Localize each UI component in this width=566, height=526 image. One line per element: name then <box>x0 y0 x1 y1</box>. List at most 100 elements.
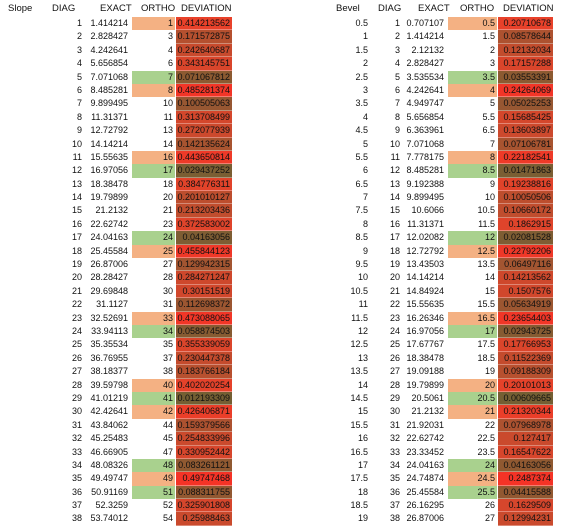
right-diag-cell: 29 <box>389 392 400 403</box>
right-diag-cell: 30 <box>389 406 400 417</box>
left-deviation-cell: 0.473088065 <box>176 311 232 325</box>
right-deviation-cell: 0.10660172 <box>498 204 553 218</box>
left-exact-cell: 14.14214 <box>90 138 128 149</box>
right-ortho-cell: 17 <box>448 324 497 339</box>
left-deviation-cell: 0.455844123 <box>176 244 232 259</box>
right-deviation-header: DEVIATION <box>503 3 554 14</box>
right-diag-cell: 24 <box>389 325 400 336</box>
left-diag-cell: 27 <box>71 366 82 377</box>
left-deviation-cell: 0.25988463 <box>176 512 232 526</box>
right-diag-cell: 19 <box>389 259 400 270</box>
right-exact-cell: 14.14214 <box>406 272 444 283</box>
right-diag-cell: 27 <box>389 366 400 377</box>
left-exact-cell: 35.35534 <box>90 339 128 350</box>
right-deviation-cell: 0.15685425 <box>498 110 553 125</box>
left-exact-cell: 22.62742 <box>90 218 128 229</box>
right-deviation-cell: 0.12132034 <box>498 43 553 58</box>
right-ortho-cell: 2 <box>489 44 495 55</box>
table-row: 38 53.74012 54 0.25988463 19 38 26.87006 27 0.12… <box>0 512 566 526</box>
left-exact-cell: 38.18377 <box>90 366 128 377</box>
right-bevel-cell: 9 <box>362 245 368 256</box>
right-diag-cell: 5 <box>394 71 400 82</box>
right-ortho-cell: 3 <box>489 58 495 69</box>
right-bevel-cell: 1.5 <box>355 44 368 55</box>
table-row: 12 16.97056 17 0.029437252 6 12 8.485281 8.5 0.0… <box>0 164 566 178</box>
right-exact-cell: 2.12132 <box>411 44 444 55</box>
left-deviation-cell: 0.029437252 <box>176 164 232 178</box>
right-ortho-cell: 10.5 <box>477 205 495 216</box>
right-deviation-cell: 0.19238816 <box>498 177 553 192</box>
table-row: 31 43.84062 44 0.159379566 15.5 31 21.92031 22 0… <box>0 418 566 433</box>
left-deviation-cell: 0.058874503 <box>176 324 232 339</box>
left-diag-cell: 33 <box>71 446 82 457</box>
left-deviation-cell: 0.171572875 <box>176 30 232 44</box>
left-deviation-cell: 0.129942315 <box>176 258 232 272</box>
right-diag-cell: 10 <box>389 138 400 149</box>
right-bevel-cell: 15.5 <box>350 419 368 430</box>
left-exact-cell: 25.45584 <box>90 245 128 256</box>
right-bevel-cell: 3 <box>362 84 368 95</box>
left-exact-cell: 29.69848 <box>90 285 128 296</box>
right-diag-cell: 17 <box>389 232 400 243</box>
left-exact-cell: 9.899495 <box>90 98 128 109</box>
right-deviation-cell: 0.09188309 <box>498 365 553 379</box>
right-deviation-cell: 0.20710678 <box>498 17 553 31</box>
right-deviation-cell: 0.11522369 <box>498 351 553 366</box>
right-bevel-cell: 13 <box>357 352 368 363</box>
left-exact-cell: 15.55635 <box>90 151 128 162</box>
right-exact-cell: 25.45584 <box>406 486 444 497</box>
left-deviation-cell: 0.355339059 <box>176 338 232 352</box>
left-exact-cell: 50.91169 <box>91 486 128 497</box>
right-diag-cell: 33 <box>389 446 400 457</box>
left-deviation-cell: 0.414213562 <box>176 17 232 31</box>
left-exact-cell: 32.52691 <box>90 312 128 323</box>
right-deviation-cell: 0.17157288 <box>498 57 553 71</box>
right-exact-cell: 12.02082 <box>406 232 444 243</box>
left-ortho-cell: 3 <box>167 31 173 42</box>
right-ortho-cell: 20 <box>448 378 497 392</box>
table-row: 19 26.87006 27 0.129942315 9.5 19 13.43503 13.5… <box>0 258 566 272</box>
right-diag-cell: 18 <box>389 245 400 256</box>
right-bevel-cell: 10.5 <box>350 285 368 296</box>
left-deviation-cell: 0.325901808 <box>176 499 232 513</box>
right-bevel-cell: 11 <box>358 299 368 310</box>
left-ortho-cell: 30 <box>162 285 173 296</box>
left-exact-cell: 16.97056 <box>90 165 128 176</box>
right-ortho-cell: 22.5 <box>477 433 495 444</box>
left-diag-cell: 28 <box>71 379 82 390</box>
left-ortho-cell: 47 <box>162 446 173 457</box>
left-diag-cell: 15 <box>71 205 82 216</box>
left-ortho-cell: 54 <box>162 513 173 524</box>
left-deviation-cell: 0.213203436 <box>176 204 232 218</box>
left-exact-cell: 1.414214 <box>90 18 128 28</box>
table-row: 30 42.42641 42 0.426406871 15 30 21.2132 21 0.21… <box>0 405 566 419</box>
left-diag-cell: 10 <box>71 138 82 149</box>
right-exact-cell: 9.899495 <box>406 192 444 203</box>
right-deviation-cell: 0.23654403 <box>498 311 553 325</box>
left-exact-cell: 46.66905 <box>90 446 128 457</box>
right-diag-cell: 22 <box>389 299 400 310</box>
left-ortho-cell: 8 <box>132 83 175 98</box>
right-diag-cell: 23 <box>389 312 400 323</box>
left-exact-cell: 43.84062 <box>90 419 128 430</box>
table-row: 1 1.414214 1 0.414213562 0.5 1 0.707107 0.5 0.20… <box>0 17 566 31</box>
right-exact-cell: 26.87006 <box>406 513 444 524</box>
right-deviation-cell: 0.08578644 <box>498 30 553 44</box>
right-deviation-cell: 0.02943725 <box>498 324 553 339</box>
right-exact-cell: 5.656854 <box>406 111 444 122</box>
right-exact-cell: 1.414214 <box>406 31 444 42</box>
right-deviation-cell: 0.127417 <box>498 432 553 446</box>
right-bevel-cell: 7.5 <box>355 205 368 216</box>
right-bevel-cell: 9.5 <box>355 259 368 270</box>
table-row: 28 39.59798 40 0.402020254 14 28 19.79899 20 0.2… <box>0 378 566 392</box>
right-exact-cell: 24.74874 <box>406 473 444 484</box>
table-row: 26 36.76955 37 0.230447378 13 26 18.38478 18.5 0… <box>0 351 566 366</box>
right-exact-cell: 18.38478 <box>406 352 444 363</box>
left-diag-cell: 23 <box>71 312 82 323</box>
right-deviation-cell: 0.07106781 <box>498 137 553 151</box>
left-ortho-cell: 45 <box>162 433 173 444</box>
right-exact-cell: 11.31371 <box>407 218 444 229</box>
left-ortho-cell: 33 <box>132 311 175 325</box>
left-deviation-cell: 0.159379566 <box>176 418 232 433</box>
left-deviation-cell: 0.284271247 <box>176 271 232 285</box>
